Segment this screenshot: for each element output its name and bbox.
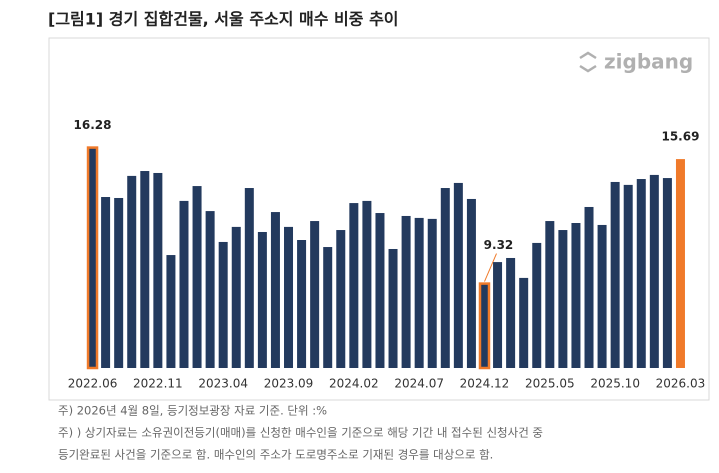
bar	[284, 226, 294, 368]
bar	[388, 248, 398, 368]
bar	[493, 262, 503, 368]
bar	[375, 213, 385, 368]
x-tick-label: 2022.06	[68, 377, 118, 391]
bar	[584, 206, 594, 368]
bar	[571, 223, 581, 368]
bar	[101, 197, 111, 368]
bar	[558, 230, 568, 368]
bar	[649, 174, 659, 368]
chart-title: [그림1] 경기 집합건물, 서울 주소지 매수 비중 추이	[48, 10, 399, 29]
bar	[244, 188, 254, 368]
note: 주) 2026년 4월 8일, 등기정보광장 자료 기준. 단위 :%	[58, 404, 327, 418]
bar	[257, 231, 267, 368]
bar	[86, 146, 99, 370]
bar	[153, 172, 163, 368]
note: 등기완료된 사건을 기준으로 함. 매수인의 주소가 도로명주소로 기재된 경우…	[58, 448, 493, 462]
bar	[297, 240, 307, 368]
bar	[675, 159, 685, 368]
bar	[192, 186, 202, 368]
bar	[427, 218, 437, 368]
bar	[336, 230, 346, 368]
bar	[532, 242, 542, 368]
bar	[466, 198, 476, 368]
bar	[401, 215, 411, 368]
brand-text: zigbang	[604, 50, 693, 74]
chart-frame	[48, 37, 710, 401]
x-tick-label: 2023.09	[264, 377, 314, 391]
bar	[597, 224, 607, 368]
x-tick-label: 2025.10	[590, 377, 640, 391]
bar	[662, 178, 672, 368]
bar	[114, 197, 124, 368]
bar	[323, 247, 333, 368]
brand-logo: zigbang	[579, 50, 693, 74]
brand-icon	[579, 51, 597, 73]
bar	[270, 212, 280, 368]
bar	[127, 175, 137, 368]
x-tick-label: 2022.11	[133, 377, 183, 391]
bar	[179, 200, 189, 368]
x-tick-label: 2023.04	[198, 377, 248, 391]
bar	[478, 282, 491, 370]
leader-line	[484, 253, 497, 282]
x-tick-label: 2024.07	[394, 377, 444, 391]
data-label: 15.69	[661, 130, 699, 144]
bar	[310, 221, 320, 368]
bar	[506, 257, 516, 368]
bar	[623, 184, 633, 368]
x-tick-label: 2024.12	[460, 377, 510, 391]
x-tick-label: 2025.05	[525, 377, 575, 391]
data-label: 9.32	[484, 238, 514, 252]
bar	[414, 217, 424, 368]
bar	[231, 226, 241, 368]
x-tick-label: 2024.02	[329, 377, 379, 391]
bar	[610, 181, 620, 368]
bar	[453, 182, 463, 368]
bar	[218, 241, 228, 368]
bar	[440, 188, 450, 368]
bar	[349, 203, 359, 368]
bar	[205, 211, 215, 368]
bar	[519, 277, 529, 368]
data-label: 16.28	[74, 118, 112, 132]
bar	[140, 171, 150, 368]
bar	[362, 200, 372, 368]
note: 주) ) 상기자료는 소유권이전등기(매매)를 신청한 매수인을 기준으로 해당…	[58, 426, 543, 440]
bar	[166, 255, 176, 368]
x-tick-label: 2026.03	[656, 377, 706, 391]
bar	[545, 221, 555, 368]
bar	[636, 179, 646, 368]
